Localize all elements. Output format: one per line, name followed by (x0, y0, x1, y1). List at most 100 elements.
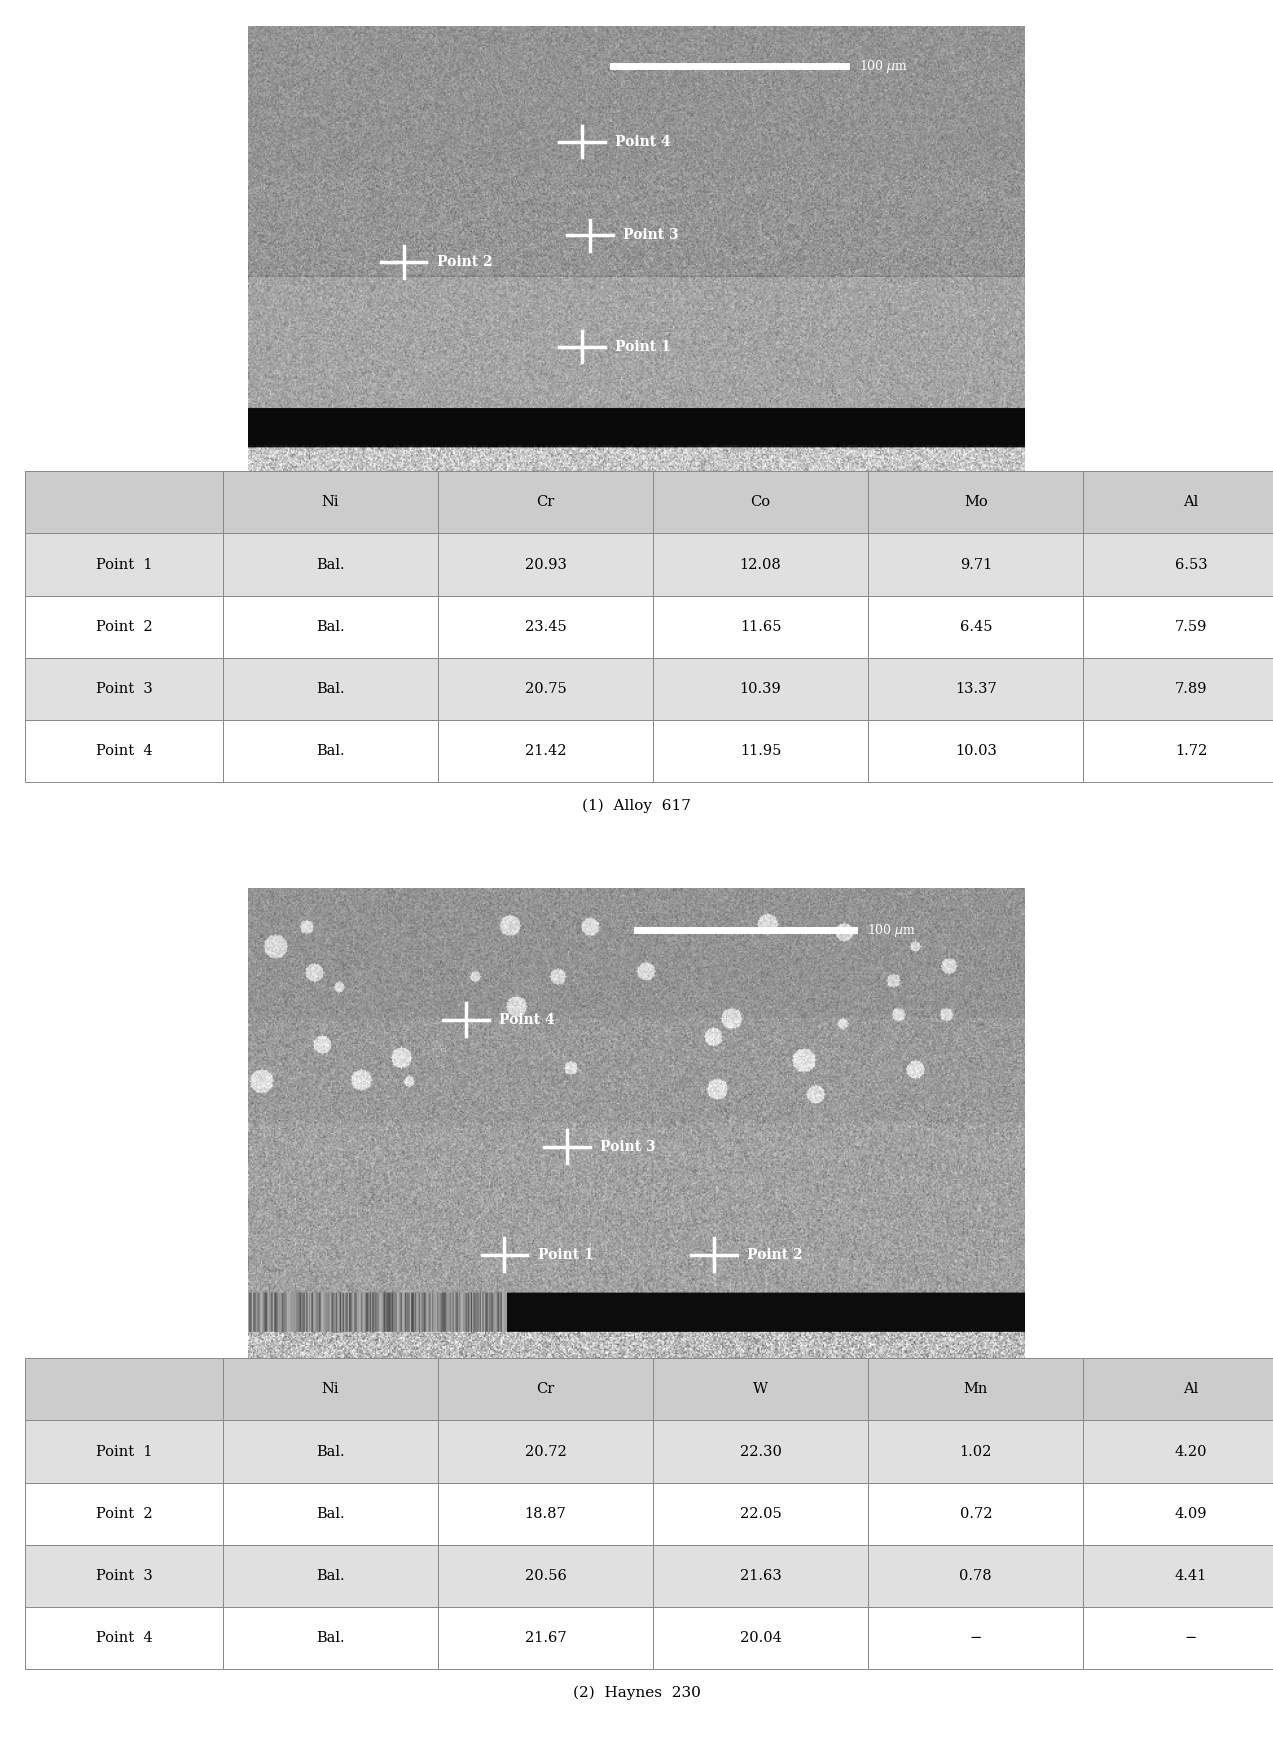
FancyBboxPatch shape (223, 596, 438, 658)
Text: 0.78: 0.78 (960, 1569, 992, 1582)
FancyBboxPatch shape (1083, 1421, 1273, 1483)
FancyBboxPatch shape (438, 1358, 653, 1421)
FancyBboxPatch shape (1083, 533, 1273, 596)
Text: Point 4: Point 4 (615, 135, 671, 149)
FancyBboxPatch shape (653, 1544, 868, 1607)
FancyBboxPatch shape (1083, 1544, 1273, 1607)
FancyBboxPatch shape (868, 1607, 1083, 1669)
FancyBboxPatch shape (653, 1358, 868, 1421)
FancyBboxPatch shape (653, 533, 868, 596)
Text: 21.63: 21.63 (740, 1569, 782, 1582)
FancyBboxPatch shape (653, 1421, 868, 1483)
FancyBboxPatch shape (25, 1358, 223, 1421)
Text: Point 4: Point 4 (499, 1013, 555, 1027)
Text: −: − (1185, 1631, 1197, 1645)
Text: Point 1: Point 1 (615, 340, 671, 354)
Text: 6.53: 6.53 (1175, 558, 1207, 571)
Text: Cr: Cr (536, 495, 555, 509)
Text: Al: Al (1184, 1383, 1198, 1397)
Text: 20.75: 20.75 (524, 683, 566, 697)
Text: 4.09: 4.09 (1175, 1506, 1207, 1520)
Text: 6.45: 6.45 (960, 620, 992, 634)
FancyBboxPatch shape (868, 596, 1083, 658)
Text: W: W (754, 1383, 768, 1397)
FancyBboxPatch shape (223, 658, 438, 719)
Text: Point 1: Point 1 (537, 1247, 593, 1261)
Text: Cr: Cr (536, 1383, 555, 1397)
Text: Point  4: Point 4 (95, 1631, 153, 1645)
FancyBboxPatch shape (438, 1544, 653, 1607)
Text: 4.41: 4.41 (1175, 1569, 1207, 1582)
Text: Point  2: Point 2 (95, 1506, 153, 1520)
FancyBboxPatch shape (438, 471, 653, 533)
Text: Point  3: Point 3 (95, 1569, 153, 1582)
Text: Point 2: Point 2 (437, 255, 493, 269)
Text: Point  4: Point 4 (95, 743, 153, 757)
FancyBboxPatch shape (223, 1358, 438, 1421)
FancyBboxPatch shape (438, 596, 653, 658)
Text: 1.02: 1.02 (960, 1445, 992, 1459)
FancyBboxPatch shape (868, 658, 1083, 719)
Text: Point 3: Point 3 (600, 1139, 656, 1153)
FancyBboxPatch shape (223, 533, 438, 596)
FancyBboxPatch shape (25, 596, 223, 658)
FancyBboxPatch shape (653, 1483, 868, 1544)
FancyBboxPatch shape (868, 471, 1083, 533)
FancyBboxPatch shape (653, 596, 868, 658)
FancyBboxPatch shape (1083, 719, 1273, 782)
FancyBboxPatch shape (223, 471, 438, 533)
Text: Point  1: Point 1 (95, 1445, 153, 1459)
Text: Ni: Ni (322, 1383, 339, 1397)
Text: Bal.: Bal. (316, 1631, 345, 1645)
FancyBboxPatch shape (25, 471, 223, 533)
Text: 13.37: 13.37 (955, 683, 997, 697)
Text: 18.87: 18.87 (524, 1506, 566, 1520)
Text: 7.59: 7.59 (1175, 620, 1207, 634)
FancyBboxPatch shape (25, 1483, 223, 1544)
Text: 100 $\mu$m: 100 $\mu$m (859, 57, 908, 75)
Text: (2)  Haynes  230: (2) Haynes 230 (573, 1685, 700, 1701)
Text: 12.08: 12.08 (740, 558, 782, 571)
Text: Bal.: Bal. (316, 620, 345, 634)
Text: 20.04: 20.04 (740, 1631, 782, 1645)
FancyBboxPatch shape (868, 1483, 1083, 1544)
Text: 7.89: 7.89 (1175, 683, 1207, 697)
Text: 11.65: 11.65 (740, 620, 782, 634)
FancyBboxPatch shape (223, 719, 438, 782)
Text: 10.39: 10.39 (740, 683, 782, 697)
Text: 22.30: 22.30 (740, 1445, 782, 1459)
FancyBboxPatch shape (25, 658, 223, 719)
FancyBboxPatch shape (438, 1483, 653, 1544)
Text: (1)  Alloy  617: (1) Alloy 617 (582, 799, 691, 813)
Text: −: − (970, 1631, 981, 1645)
FancyBboxPatch shape (653, 1607, 868, 1669)
Text: 9.71: 9.71 (960, 558, 992, 571)
FancyBboxPatch shape (25, 1544, 223, 1607)
FancyBboxPatch shape (653, 719, 868, 782)
Text: 4.20: 4.20 (1175, 1445, 1207, 1459)
Text: 11.95: 11.95 (740, 743, 782, 757)
FancyBboxPatch shape (25, 719, 223, 782)
FancyBboxPatch shape (438, 1607, 653, 1669)
FancyBboxPatch shape (653, 471, 868, 533)
Text: 21.67: 21.67 (524, 1631, 566, 1645)
FancyBboxPatch shape (438, 533, 653, 596)
Text: Point  3: Point 3 (95, 683, 153, 697)
Text: Point 2: Point 2 (747, 1247, 803, 1261)
Text: Mo: Mo (964, 495, 988, 509)
FancyBboxPatch shape (868, 533, 1083, 596)
FancyBboxPatch shape (868, 1421, 1083, 1483)
FancyBboxPatch shape (868, 1358, 1083, 1421)
FancyBboxPatch shape (1083, 471, 1273, 533)
FancyBboxPatch shape (1083, 1483, 1273, 1544)
Text: 20.72: 20.72 (524, 1445, 566, 1459)
FancyBboxPatch shape (868, 719, 1083, 782)
Text: Bal.: Bal. (316, 558, 345, 571)
Text: Bal.: Bal. (316, 683, 345, 697)
FancyBboxPatch shape (223, 1607, 438, 1669)
FancyBboxPatch shape (1083, 596, 1273, 658)
Text: 21.42: 21.42 (524, 743, 566, 757)
Text: Bal.: Bal. (316, 743, 345, 757)
FancyBboxPatch shape (223, 1421, 438, 1483)
FancyBboxPatch shape (438, 719, 653, 782)
